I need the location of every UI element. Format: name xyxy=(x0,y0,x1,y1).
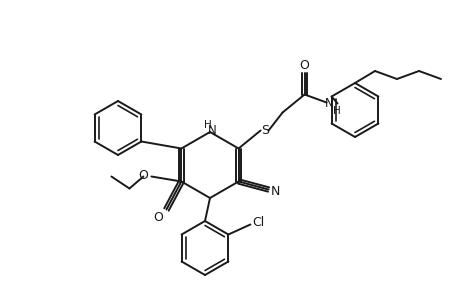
Text: N: N xyxy=(325,97,333,110)
Text: Cl: Cl xyxy=(252,216,264,229)
Text: N: N xyxy=(270,185,280,198)
Text: H: H xyxy=(204,120,212,130)
Text: H: H xyxy=(332,106,340,116)
Text: S: S xyxy=(261,124,269,137)
Text: N: N xyxy=(207,124,216,137)
Text: O: O xyxy=(299,59,309,72)
Text: O: O xyxy=(138,169,148,182)
Text: O: O xyxy=(153,211,163,224)
